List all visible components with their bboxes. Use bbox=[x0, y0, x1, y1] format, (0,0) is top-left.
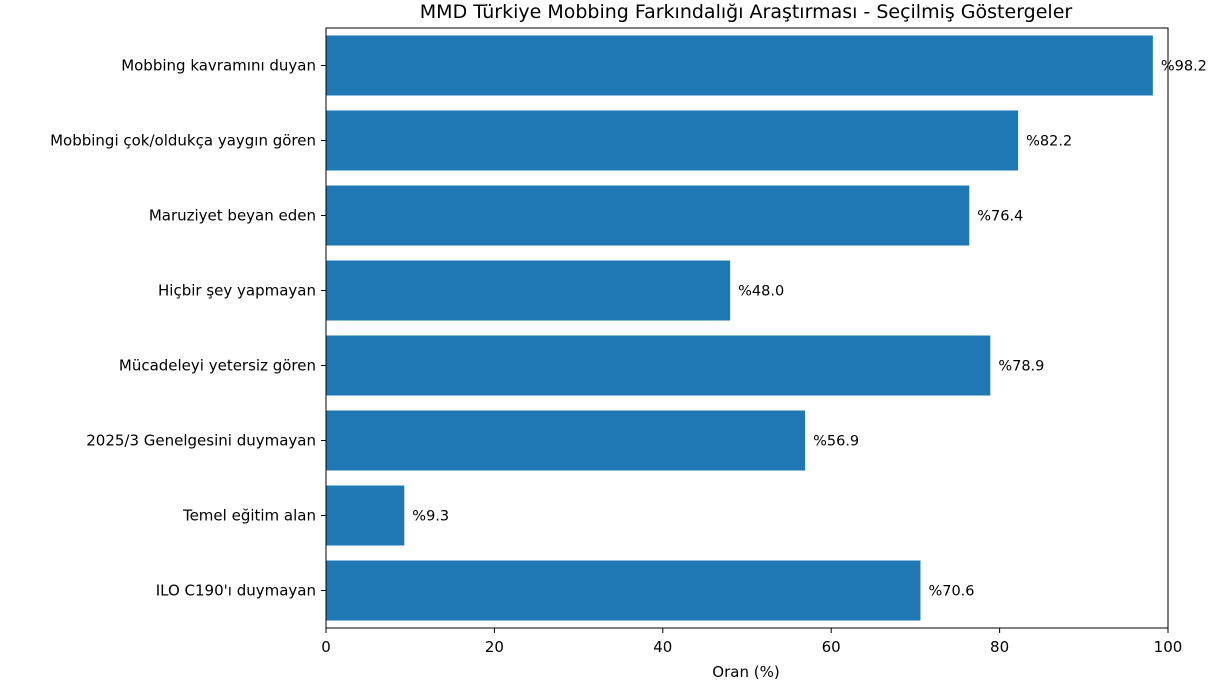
x-tick-label-5: 100 bbox=[1154, 638, 1183, 656]
category-label-1: Mobbingi çok/oldukça yaygın gören bbox=[50, 132, 316, 150]
value-label-4: %78.9 bbox=[998, 359, 1044, 375]
x-tick-label-2: 40 bbox=[653, 638, 672, 656]
bar-0 bbox=[326, 35, 1153, 96]
x-tick-label-0: 0 bbox=[321, 638, 331, 656]
x-tick-label-3: 60 bbox=[822, 638, 841, 656]
bar-6 bbox=[326, 485, 405, 546]
bar-7 bbox=[326, 560, 921, 621]
plot-frame bbox=[325, 27, 1169, 629]
bar-4 bbox=[326, 335, 991, 396]
y-axis: Mobbing kavramını duyan Mobbingi çok/oldu… bbox=[50, 57, 326, 600]
value-label-7: %70.6 bbox=[928, 584, 974, 600]
x-tick-label-4: 80 bbox=[990, 638, 1009, 656]
bar-1 bbox=[326, 110, 1019, 171]
category-label-3: Hiçbir şey yapmayan bbox=[158, 282, 316, 300]
value-label-2: %76.4 bbox=[977, 209, 1023, 225]
value-label-1: %82.2 bbox=[1026, 134, 1072, 150]
value-label-3: %48.0 bbox=[738, 284, 784, 300]
bar-3 bbox=[326, 260, 731, 321]
category-label-4: Mücadeleyi yetersiz gören bbox=[119, 357, 316, 375]
category-label-5: 2025/3 Genelgesini duymayan bbox=[86, 432, 316, 450]
chart-title: MMD Türkiye Mobbing Farkındalığı Araştır… bbox=[420, 1, 1073, 23]
x-tick-label-1: 20 bbox=[485, 638, 504, 656]
x-axis: 0 20 40 60 80 100 bbox=[321, 628, 1182, 656]
category-label-0: Mobbing kavramını duyan bbox=[121, 57, 316, 75]
value-label-6: %9.3 bbox=[412, 509, 449, 525]
x-axis-label: Oran (%) bbox=[712, 663, 779, 681]
value-label-5: %56.9 bbox=[813, 434, 859, 450]
bars-layer: %98.2 %82.2 %76.4 %48.0 %78.9 %56.9 %9.3 %70.6 bbox=[326, 35, 1207, 621]
value-label-0: %98.2 bbox=[1161, 59, 1207, 75]
category-label-2: Maruziyet beyan eden bbox=[149, 207, 316, 225]
bar-2 bbox=[326, 185, 970, 246]
category-label-7: ILO C190'ı duymayan bbox=[156, 582, 316, 600]
category-label-6: Temel eğitim alan bbox=[182, 507, 316, 525]
bar-5 bbox=[326, 410, 806, 471]
